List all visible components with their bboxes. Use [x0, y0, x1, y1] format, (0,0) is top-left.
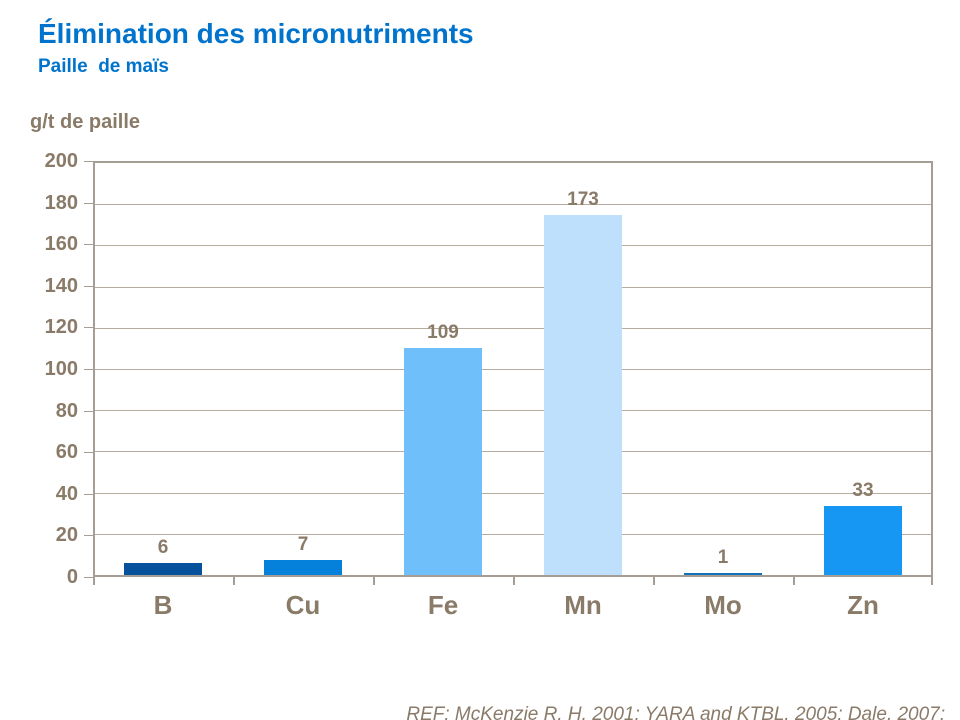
bar-B — [124, 563, 202, 575]
y-tick-label-120: 120 — [44, 316, 78, 339]
gridline-180 — [95, 204, 931, 206]
gridline-60 — [95, 451, 931, 453]
x-tick-mark-1 — [233, 577, 235, 585]
value-label-Mn: 173 — [567, 189, 599, 210]
value-label-Zn: 33 — [852, 480, 874, 501]
value-label-Fe: 109 — [427, 322, 459, 343]
x-tick-mark-3 — [513, 577, 515, 585]
x-tick-mark-0 — [93, 577, 95, 585]
category-label-Mo: Mo — [704, 590, 742, 620]
y-tick-mark-20 — [84, 535, 93, 537]
y-axis-title: g/t de paille — [30, 111, 141, 133]
bar-Cu — [264, 560, 342, 575]
gridline-40 — [95, 492, 931, 494]
y-tick-label-160: 160 — [44, 233, 78, 256]
value-label-B: 6 — [157, 537, 169, 558]
y-tick-label-80: 80 — [55, 399, 78, 422]
chart-subtitle: Paille de maïs — [38, 56, 169, 77]
x-tick-mark-2 — [373, 577, 375, 585]
category-label-B: B — [153, 590, 173, 620]
bar-Mo — [684, 573, 762, 575]
value-label-Mo: 1 — [717, 547, 729, 568]
reference-line-1: REF: McKenzie R. H. 2001; YARA and KTBL.… — [406, 704, 945, 720]
y-tick-mark-60 — [84, 452, 93, 454]
y-tick-label-0: 0 — [66, 566, 78, 588]
gridline-80 — [95, 410, 931, 412]
y-tick-mark-100 — [84, 369, 93, 370]
category-label-Mn: Mn — [564, 590, 602, 620]
y-tick-mark-200 — [84, 161, 93, 162]
plot-area — [93, 161, 933, 577]
category-label-Cu: Cu — [285, 590, 321, 620]
x-tick-mark-4 — [653, 577, 655, 585]
category-label-Fe: Fe — [427, 590, 459, 620]
y-tick-mark-40 — [84, 493, 93, 495]
gridline-120 — [95, 327, 931, 329]
value-label-Cu: 7 — [297, 534, 309, 555]
gridline-160 — [95, 245, 931, 247]
y-tick-mark-180 — [84, 202, 93, 204]
y-tick-mark-140 — [84, 285, 93, 287]
x-tick-mark-6 — [931, 577, 933, 585]
y-tick-mark-160 — [84, 244, 93, 246]
gridline-140 — [95, 286, 931, 288]
y-tick-label-140: 140 — [44, 274, 78, 297]
x-tick-mark-5 — [793, 577, 795, 585]
y-tick-label-40: 40 — [55, 482, 78, 505]
category-label-Zn: Zn — [847, 590, 879, 620]
gridline-20 — [95, 533, 931, 535]
y-tick-label-180: 180 — [44, 191, 78, 214]
y-tick-label-60: 60 — [55, 441, 78, 464]
y-tick-label-200: 200 — [44, 150, 78, 172]
y-tick-mark-120 — [84, 327, 93, 329]
bar-Fe — [404, 348, 482, 575]
y-tick-label-20: 20 — [55, 524, 78, 547]
chart-title: Élimination des micronutriments — [38, 18, 474, 49]
y-tick-mark-80 — [84, 410, 93, 412]
gridline-100 — [95, 369, 931, 370]
bar-Zn — [824, 506, 902, 575]
reference-text: REF: McKenzie R. H. 2001; YARA and KTBL.… — [406, 650, 945, 720]
y-tick-mark-0 — [84, 577, 93, 578]
bar-Mn — [544, 215, 622, 575]
y-tick-label-100: 100 — [44, 358, 78, 380]
